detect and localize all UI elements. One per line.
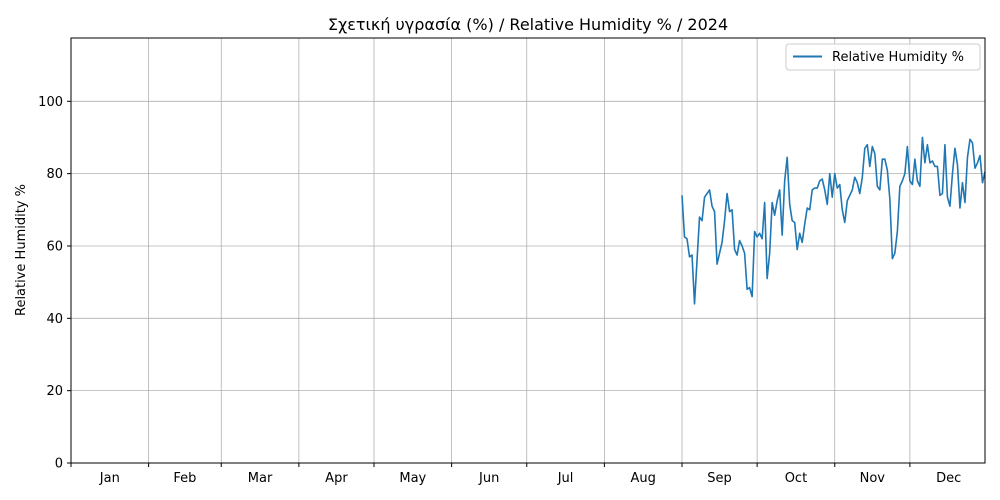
y-tick-label: 100 — [38, 95, 63, 110]
y-tick-label: 40 — [46, 312, 63, 327]
chart-title: Σχετική υγρασία (%) / Relative Humidity … — [328, 15, 728, 34]
plot-frame — [70, 37, 986, 464]
axis-ticks: 0 20 40 60 80 100 Jan Feb Mar Apr May Jun Jul Aug Sep O… — [38, 95, 961, 486]
y-tick-label: 20 — [46, 384, 63, 399]
y-tick-label: 0 — [55, 457, 63, 472]
legend-label: Relative Humidity % — [832, 50, 964, 65]
x-tick-label: Jun — [478, 471, 499, 486]
y-tick-label: 80 — [46, 167, 63, 182]
y-tick-label: 60 — [46, 239, 63, 254]
x-tick-label: Mar — [248, 471, 273, 486]
x-tick-label: Feb — [173, 471, 196, 486]
x-tick-label: May — [399, 471, 426, 486]
x-tick-label: Jul — [557, 471, 574, 486]
x-tick-label: Aug — [630, 471, 655, 486]
plot-content — [681, 136, 986, 305]
x-tick-label: Oct — [785, 471, 807, 486]
x-tick-label: Nov — [860, 471, 886, 486]
legend-box — [785, 43, 981, 71]
humidity-series-line — [681, 136, 986, 305]
x-tick-label: Jan — [99, 471, 120, 486]
legend: Relative Humidity % — [785, 43, 981, 71]
x-tick-label: Apr — [325, 471, 348, 486]
x-tick-label: Dec — [936, 471, 961, 486]
x-tick-label: Sep — [707, 471, 732, 486]
grid-lines — [70, 38, 985, 464]
y-axis-label: Relative Humidity % — [14, 184, 29, 316]
